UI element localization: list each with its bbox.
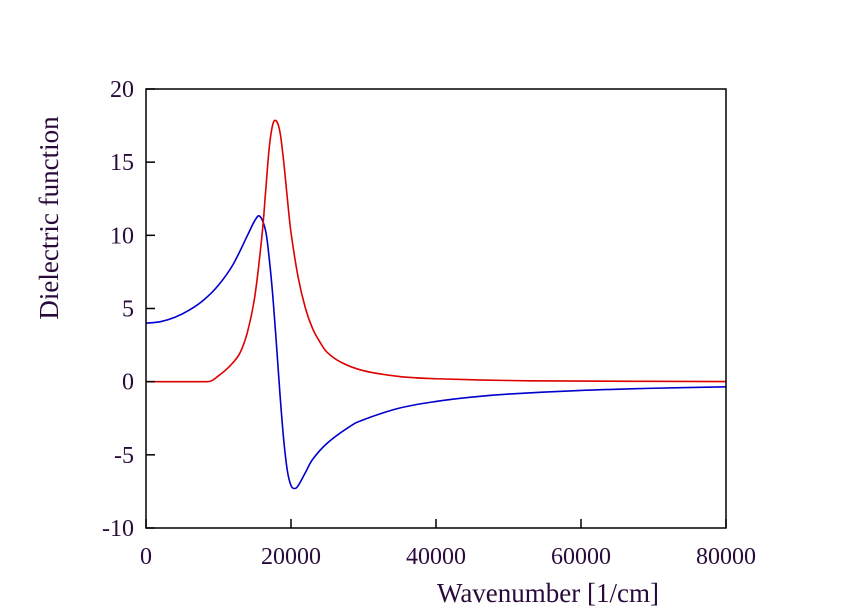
x-tick-label: 80000 bbox=[696, 544, 756, 570]
y-tick-label: -5 bbox=[114, 443, 134, 469]
y-tick-label: 10 bbox=[110, 223, 134, 249]
series-line-blue bbox=[145, 215, 727, 490]
series-line-red bbox=[146, 119, 727, 383]
x-tick-label: 40000 bbox=[406, 544, 466, 570]
x-tick-label: 20000 bbox=[261, 544, 321, 570]
y-tick-label: 0 bbox=[122, 370, 134, 396]
ticks-layer bbox=[145, 88, 727, 529]
x-axis-label: Wavenumber [1/cm] bbox=[437, 578, 659, 608]
tick-labels-layer: 0 20000 40000 60000 80000 -10 -5 0 5 10 15 20 bbox=[102, 77, 756, 570]
x-tick-label: 60000 bbox=[551, 544, 611, 570]
y-tick-label: 20 bbox=[110, 77, 134, 103]
y-tick-label: 5 bbox=[122, 297, 134, 323]
y-tick-label: 15 bbox=[110, 150, 134, 176]
series-layer bbox=[145, 119, 727, 490]
y-tick-label: -10 bbox=[102, 516, 134, 542]
y-axis-label: Dielectric function bbox=[34, 116, 64, 320]
x-tick-label: 0 bbox=[140, 544, 152, 570]
